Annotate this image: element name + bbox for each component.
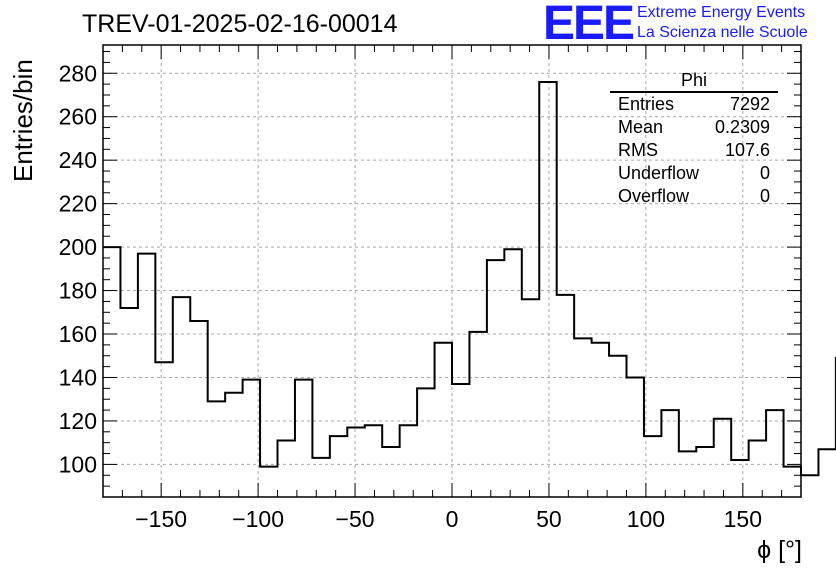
histogram-bin [574,338,591,497]
histogram-bin [400,425,417,497]
histogram-bin [312,458,329,497]
y-tick-label: 100 [59,451,97,477]
histogram-bin [696,447,713,497]
y-axis-label: Entries/bin [8,59,38,182]
histogram-bin [557,295,574,497]
histogram-bin [155,362,172,497]
x-tick-label: 0 [446,506,459,532]
x-tick-label: 50 [536,506,562,532]
x-tick-label: −50 [336,506,375,532]
histogram-bin [609,356,626,497]
histogram-bin [679,451,696,497]
stats-label: Overflow [618,186,690,206]
y-tick-label: 160 [59,321,97,347]
histogram-bin [818,449,835,497]
y-tick-label: 140 [59,364,97,390]
stats-value: 107.6 [724,140,770,160]
histogram-bin [330,436,347,497]
histogram-bin [173,297,190,497]
histogram-bin [365,425,382,497]
stats-row-underflow: Underflow 0 [610,162,778,185]
logo-line-1: Extreme Energy Events [637,4,806,21]
histogram-bin [190,321,207,497]
histogram-bin [243,380,260,497]
histogram-bin [347,427,364,497]
histogram-bin [382,447,399,497]
histogram-bin [452,384,469,497]
histogram-bin [120,308,137,497]
stats-title: Phi [610,70,778,93]
histogram-bin [103,247,120,497]
y-tick-label: 260 [59,104,97,130]
histogram-bin [749,441,766,498]
stats-row-entries: Entries 7292 [610,93,778,116]
histogram-bin [644,436,661,497]
y-tick-label: 220 [59,191,97,217]
x-tick-label: −150 [135,506,187,532]
histogram-bin [661,410,678,497]
stats-row-rms: RMS 107.6 [610,139,778,162]
histogram-bin [714,419,731,497]
histogram-bin [417,388,434,497]
y-tick-label: 240 [59,147,97,173]
y-tick-label: 200 [59,234,97,260]
histogram-bin [504,249,521,497]
stats-row-overflow: Overflow 0 [610,185,778,208]
histogram-bin [295,380,312,497]
y-tick-label: 180 [59,278,97,304]
stats-label: Mean [618,117,664,137]
stats-label: Entries [618,94,675,114]
stats-row-mean: Mean 0.2309 [610,116,778,139]
histogram-bin [225,393,242,497]
histogram-bin [435,343,452,497]
chart-title: TREV-01-2025-02-16-00014 [82,10,398,38]
histogram-bin [487,260,504,497]
histogram-line [103,80,836,477]
stats-value: 0 [759,163,770,183]
histogram-bin [766,410,783,497]
x-tick-label: −100 [232,506,284,532]
histogram-bin [592,343,609,497]
histogram-bin [801,475,818,497]
stats-value: 7292 [729,94,770,114]
logo-line-2: La Scienza nelle Scuole [637,24,808,41]
histogram-bin [627,377,644,497]
stats-label: Underflow [618,163,700,183]
x-tick-label: 100 [627,506,665,532]
histogram-bin [278,441,295,498]
histogram-bin [469,332,486,497]
histogram-bin [260,467,277,497]
stats-value: 0.2309 [714,117,770,137]
histogram-bin [138,254,155,497]
eee-logo: EEE [543,0,635,50]
histogram-bin [731,460,748,497]
stats-box: Phi Entries 7292 Mean 0.2309 RMS 107.6 U… [610,70,778,208]
x-tick-label: 150 [724,506,762,532]
stats-label: RMS [618,140,658,160]
histogram-bin [208,401,225,497]
x-axis-label: ϕ [°] [757,536,802,564]
histogram-bin [522,299,539,497]
stats-value: 0 [759,186,770,206]
y-tick-label: 120 [59,408,97,434]
histogram-bin [539,82,556,497]
y-tick-label: 280 [59,60,97,86]
histogram-bin [784,467,801,497]
